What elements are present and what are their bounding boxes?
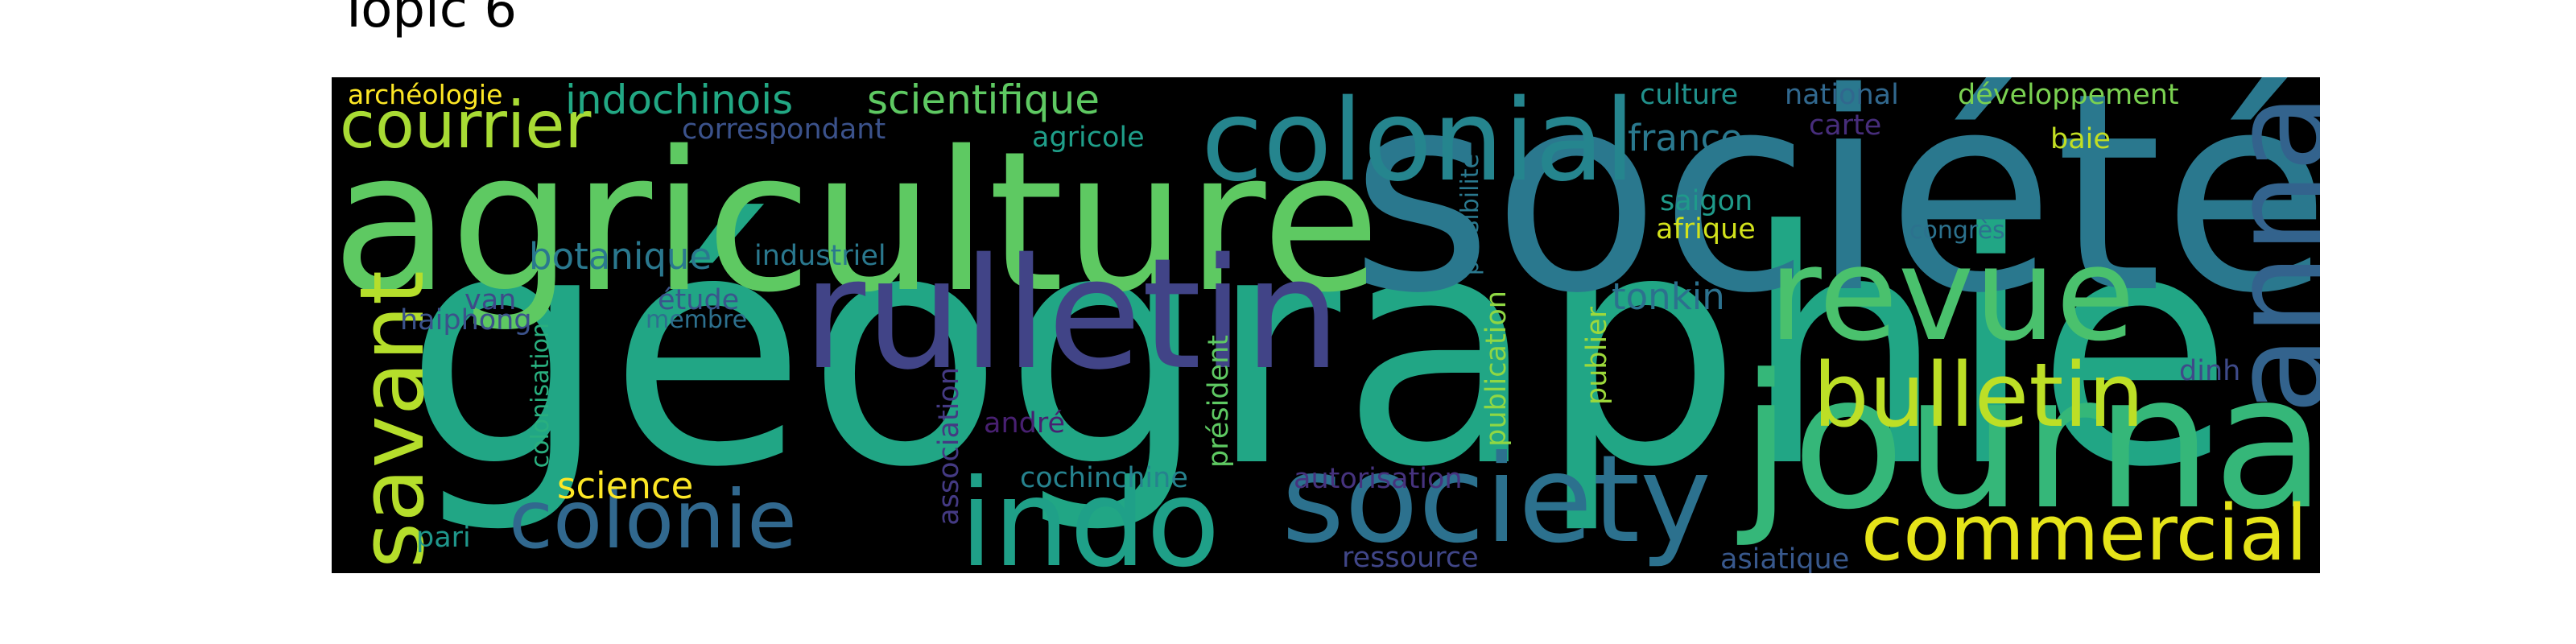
word-dinh: dinh [2179,355,2241,387]
word-baie: baie [2050,123,2111,155]
word-national: national [1785,79,1899,111]
word-tonkin: tonkin [1612,275,1725,318]
word-science: science [557,464,694,507]
word-cochinchine: cochinchine [1020,462,1188,494]
word-congres: congrès [1909,217,2005,245]
word-publier: publier [1581,307,1613,405]
word-membre: membre [646,306,748,334]
word-indo: indo [960,454,1220,573]
word-autorisation: autorisation [1294,463,1463,495]
word-van: van [464,284,517,316]
word-geographie: géographie [404,163,2234,538]
word-association: association [933,367,965,526]
word-revue: revue [1769,219,2136,369]
word-courrier: courrier [340,88,592,163]
word-rulletin: rulletin [803,225,1341,403]
word-colonie: colonie [509,473,797,567]
word-cloud: géographie société agriculture rulletin jour… [332,77,2320,573]
word-commercial: commercial [1861,489,2308,573]
word-president: président [1203,335,1235,468]
word-indochinois: indochinois [565,77,794,123]
word-archeologie: archéologie [348,79,503,110]
word-journal: journal [1740,336,2320,551]
word-developpement: développement [1958,79,2179,111]
word-pari: pari [416,522,471,554]
word-saigon: saigon [1660,185,1753,217]
word-culture: culture [1640,79,1739,111]
word-possibilite: possibilité [1456,154,1484,276]
word-publication: publication [1480,291,1513,447]
word-scientifique: scientifique [867,77,1100,123]
word-agriculture: agriculture [332,109,1381,335]
word-agricole: agricole [1032,122,1145,154]
word-colonisation: colonisation [526,323,555,469]
word-ressource: ressource [1342,542,1479,573]
word-afrique: afrique [1656,213,1756,246]
word-colonial: colonial [1201,77,1636,207]
word-asiatique: asiatique [1720,543,1850,574]
word-france: france [1628,117,1743,159]
word-industriel: industriel [754,240,886,272]
word-etude: étude [658,284,740,316]
word-haiphong: haiphong [400,304,532,336]
word-bulletin: bulletin [1813,344,2145,447]
word-carte: carte [1809,109,1882,142]
word-correspondant: correspondant [682,114,886,146]
word-botanique: botanique [529,235,712,278]
word-andre: andré [984,407,1066,440]
figure-title: Topic 6 [338,0,518,39]
word-societe: société [1350,77,2320,353]
word-society: society [1282,430,1711,570]
